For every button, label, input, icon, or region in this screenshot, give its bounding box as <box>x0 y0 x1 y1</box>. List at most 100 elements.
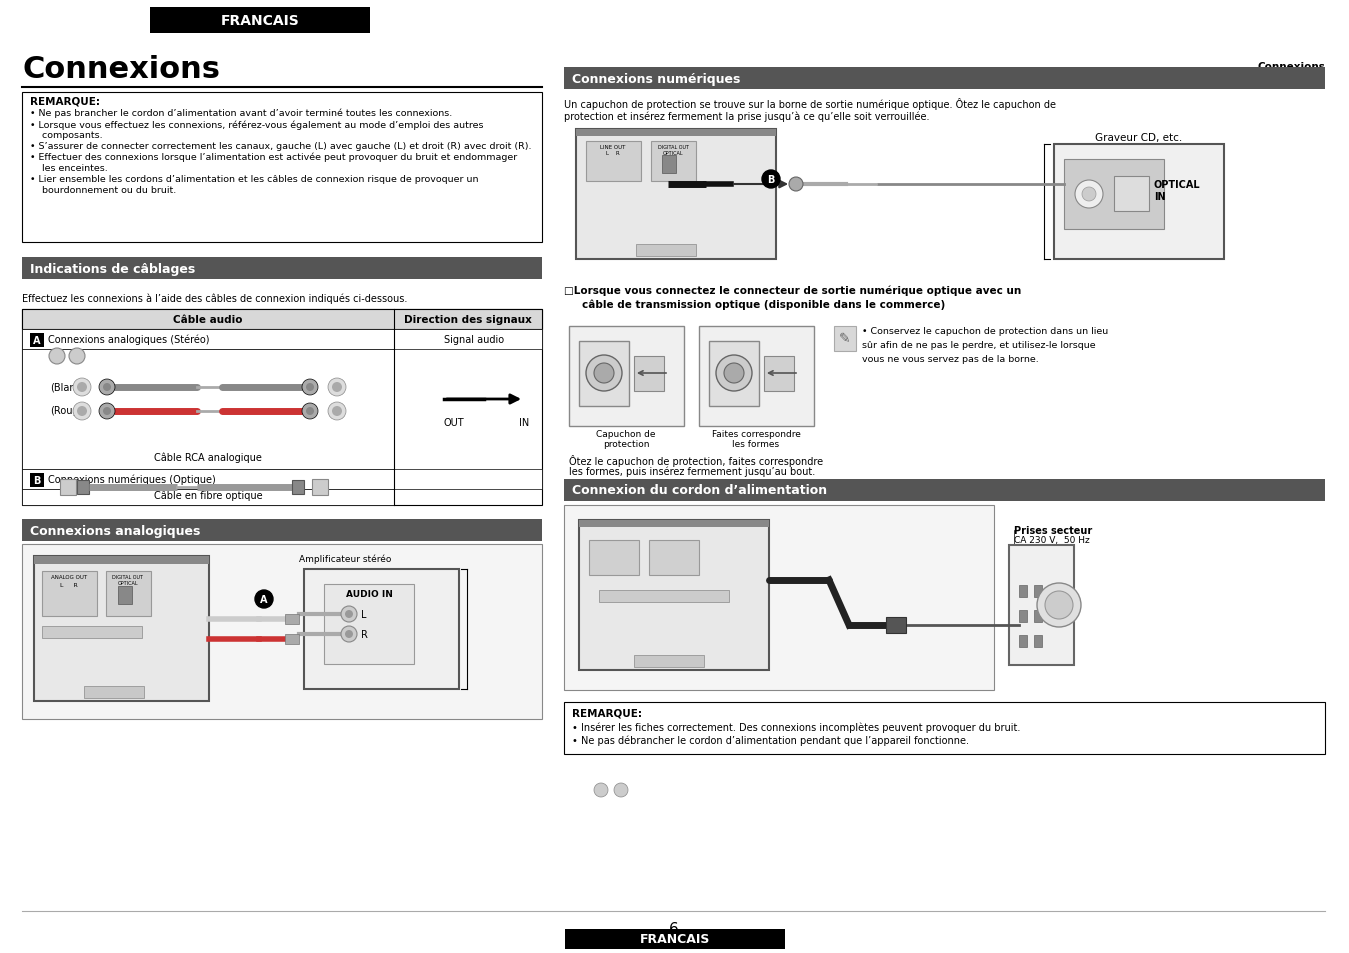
Bar <box>564 68 1325 90</box>
Text: Connexions: Connexions <box>22 55 220 84</box>
Bar <box>569 327 684 427</box>
Circle shape <box>341 606 357 622</box>
Text: Connexions numériques: Connexions numériques <box>572 72 741 86</box>
Text: Effectuez les connexions à l’aide des câbles de connexion indiqués ci-dessous.: Effectuez les connexions à l’aide des câ… <box>22 293 407 303</box>
Bar <box>576 130 776 260</box>
Circle shape <box>716 355 751 392</box>
Circle shape <box>332 407 343 416</box>
Bar <box>22 92 542 243</box>
Bar <box>285 635 299 644</box>
Bar <box>42 626 142 639</box>
Text: protection et insérez fermement la prise jusqu’à ce qu’elle soit verrouillée.: protection et insérez fermement la prise… <box>564 111 929 121</box>
Text: vous ne vous servez pas de la borne.: vous ne vous servez pas de la borne. <box>862 355 1039 364</box>
Bar <box>285 615 299 624</box>
Text: Câble audio: Câble audio <box>173 314 243 325</box>
Circle shape <box>255 590 272 608</box>
Bar <box>652 142 696 182</box>
Circle shape <box>614 783 629 797</box>
Text: les enceintes.: les enceintes. <box>30 164 108 172</box>
Text: Connexions analogiques: Connexions analogiques <box>30 524 201 537</box>
Bar <box>564 702 1325 754</box>
Text: Un capuchon de protection se trouve sur la borne de sortie numérique optique. Ôt: Un capuchon de protection se trouve sur … <box>564 98 1056 110</box>
Text: composants.: composants. <box>30 131 103 140</box>
Text: ANALOG OUT: ANALOG OUT <box>51 575 88 579</box>
Text: • Conservez le capuchon de protection dans un lieu: • Conservez le capuchon de protection da… <box>862 327 1109 335</box>
Text: L     R: L R <box>61 582 78 587</box>
Circle shape <box>345 630 353 639</box>
Text: REMARQUE:: REMARQUE: <box>30 97 100 107</box>
Bar <box>1064 160 1164 230</box>
Circle shape <box>306 408 314 416</box>
Text: OPTICAL
IN: OPTICAL IN <box>1153 180 1201 201</box>
Text: bourdonnement ou du bruit.: bourdonnement ou du bruit. <box>30 186 177 194</box>
Circle shape <box>73 402 90 420</box>
Text: Capuchon de
protection: Capuchon de protection <box>596 430 656 449</box>
Bar <box>649 540 699 576</box>
Text: L: L <box>362 609 367 619</box>
Bar <box>1033 585 1041 598</box>
Circle shape <box>69 349 85 365</box>
Text: A: A <box>260 595 267 604</box>
Circle shape <box>594 783 608 797</box>
Text: CA 230 V,  50 Hz: CA 230 V, 50 Hz <box>1014 536 1090 544</box>
Text: IN: IN <box>519 417 529 428</box>
Bar <box>77 480 89 495</box>
Text: • Ne pas brancher le cordon d’alimentation avant d’avoir terminé toutes les conn: • Ne pas brancher le cordon d’alimentati… <box>30 109 452 118</box>
Text: DIGITAL OUT
OPTICAL: DIGITAL OUT OPTICAL <box>112 575 143 585</box>
Text: ✎: ✎ <box>839 332 851 346</box>
Bar <box>699 327 813 427</box>
Text: 6: 6 <box>669 921 679 936</box>
Text: LINE OUT
L    R: LINE OUT L R <box>600 145 626 155</box>
Circle shape <box>77 382 86 393</box>
Bar <box>22 330 542 350</box>
Circle shape <box>762 171 780 189</box>
Bar <box>635 245 696 256</box>
Circle shape <box>1045 592 1072 619</box>
Text: FRANCAIS: FRANCAIS <box>221 14 299 28</box>
Circle shape <box>98 403 115 419</box>
Bar <box>662 156 676 173</box>
Bar <box>1018 585 1027 598</box>
Bar <box>1033 610 1041 622</box>
Text: les formes, puis insérez fermement jusqu’au bout.: les formes, puis insérez fermement jusqu… <box>569 467 815 477</box>
Bar <box>312 479 328 496</box>
Bar <box>324 584 414 664</box>
Circle shape <box>1075 181 1103 209</box>
Bar <box>1033 636 1041 647</box>
Text: Connexion du cordon d’alimentation: Connexion du cordon d’alimentation <box>572 484 827 497</box>
Bar <box>22 490 394 505</box>
Circle shape <box>594 364 614 384</box>
Bar <box>579 520 769 527</box>
Bar <box>634 656 704 667</box>
Bar <box>22 470 542 490</box>
Circle shape <box>49 349 65 365</box>
Circle shape <box>585 355 622 392</box>
Bar <box>304 569 459 689</box>
Bar <box>1114 177 1149 212</box>
Text: Indications de câblages: Indications de câblages <box>30 262 196 275</box>
Circle shape <box>345 610 353 618</box>
Bar <box>634 356 664 392</box>
Circle shape <box>328 402 345 420</box>
Text: Ôtez le capuchon de protection, faites correspondre: Ôtez le capuchon de protection, faites c… <box>569 455 823 467</box>
Text: B: B <box>768 174 774 185</box>
Text: (Rouge): (Rouge) <box>50 406 89 416</box>
Bar <box>564 479 1325 501</box>
Text: FRANCAIS: FRANCAIS <box>639 933 710 945</box>
Bar <box>22 350 394 470</box>
Text: (Blanc): (Blanc) <box>50 381 85 392</box>
Bar <box>585 142 641 182</box>
Circle shape <box>302 379 318 395</box>
Text: Signal audio: Signal audio <box>444 335 505 345</box>
Bar <box>150 8 370 34</box>
Circle shape <box>73 378 90 396</box>
Text: • Insérer les fiches correctement. Des connexions incomplètes peuvent provoquer : • Insérer les fiches correctement. Des c… <box>572 722 1020 733</box>
Bar <box>576 130 776 137</box>
Text: Graveur CD, etc.: Graveur CD, etc. <box>1095 132 1183 143</box>
Circle shape <box>77 407 86 416</box>
Text: • Effectuer des connexions lorsque l’alimentation est activée peut provoquer du : • Effectuer des connexions lorsque l’ali… <box>30 152 517 162</box>
Circle shape <box>103 408 111 416</box>
Bar <box>22 257 542 280</box>
Bar <box>84 686 144 699</box>
Bar <box>30 474 45 488</box>
